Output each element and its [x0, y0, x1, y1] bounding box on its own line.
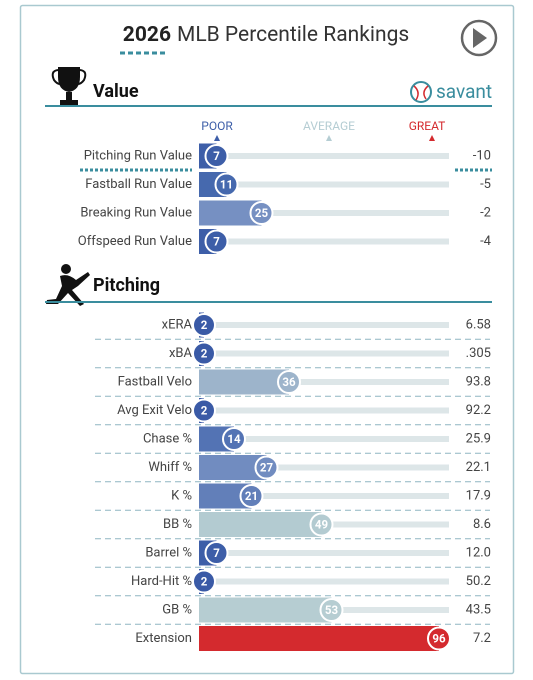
percentile-label: 2: [201, 575, 208, 589]
scale-arrow: [326, 135, 332, 141]
percentile-dot: [204, 229, 229, 254]
stat-value: -5: [480, 177, 491, 192]
trophy-icon: [51, 67, 87, 106]
percentile-dot: [309, 512, 334, 537]
scale-label: GREAT: [409, 119, 446, 133]
row-label: Barrel %: [145, 545, 192, 560]
percentile-dot: [204, 541, 229, 565]
row-label: xBA: [169, 346, 193, 361]
row-label: xERA: [162, 317, 193, 332]
row-label: Avg Exit Velo: [117, 403, 192, 418]
row-label: Chase %: [143, 431, 192, 446]
percentile-label: 53: [325, 603, 339, 617]
stat-value: 7.2: [473, 631, 491, 646]
scale-arrow: [429, 135, 435, 141]
percentile-dot: [222, 427, 246, 451]
stat-value: -2: [480, 205, 491, 220]
row-label: Breaking Run Value: [80, 205, 192, 220]
brand-name: savant: [436, 80, 492, 103]
stat-value: 6.58: [466, 317, 491, 332]
percentile-label: 2: [201, 347, 208, 361]
percentile-dot: [254, 455, 279, 480]
page-title: 2026 MLB Percentile Rankings: [123, 23, 409, 47]
scale-label: POOR: [201, 119, 233, 133]
percentile-dot: [277, 370, 301, 394]
percentile-dot: [192, 398, 216, 423]
percentile-label: 25: [255, 206, 269, 220]
row-label: BB %: [163, 517, 192, 532]
percentile-dot: [192, 569, 216, 594]
row-label: Fastball Run Value: [85, 177, 192, 192]
percentile-dot: [214, 172, 239, 197]
stat-value: 93.8: [466, 374, 491, 389]
percentile-label: 96: [432, 632, 446, 646]
bar: [199, 597, 332, 623]
bar: [199, 512, 322, 537]
percentile-dot: [319, 598, 344, 622]
stat-value: 25.9: [466, 431, 491, 446]
percentile-dot: [204, 144, 229, 168]
percentile-label: 7: [213, 546, 220, 560]
stat-value: 92.2: [466, 403, 491, 418]
stat-value: 12.0: [466, 545, 491, 560]
stat-value: 17.9: [466, 488, 491, 503]
play-button[interactable]: [460, 19, 498, 57]
percentile-label: 7: [213, 149, 220, 163]
stat-value: 8.6: [473, 517, 491, 532]
stat-value: .305: [466, 346, 491, 361]
percentile-label: 7: [213, 235, 220, 249]
row-label: Whiff %: [148, 460, 192, 475]
scale-label: AVERAGE: [303, 119, 355, 133]
section-title: Value: [93, 81, 139, 102]
title-text: MLB Percentile Rankings: [177, 23, 409, 47]
row-label: Hard-Hit %: [131, 574, 192, 589]
percentile-dot: [192, 313, 216, 337]
row-label: Pitching Run Value: [84, 148, 192, 163]
percentile-label: 27: [260, 461, 274, 475]
stat-value: 22.1: [466, 460, 491, 475]
percentile-label: 21: [245, 489, 258, 503]
percentile-label: 11: [220, 178, 233, 192]
row-label: Offspeed Run Value: [78, 234, 192, 249]
savant-logo: [410, 81, 432, 103]
section-title: Pitching: [93, 275, 160, 296]
percentile-label: 14: [227, 432, 241, 446]
scale-arrow: [214, 135, 220, 141]
percentile-label: 2: [201, 318, 208, 332]
bar: [199, 369, 289, 395]
percentile-dot: [239, 484, 264, 508]
pitcher-icon: [46, 264, 90, 306]
percentile-dot: [249, 201, 274, 225]
row-label: Fastball Velo: [118, 374, 192, 389]
percentile-label: 36: [282, 375, 296, 389]
bar: [199, 626, 439, 651]
row-label: Extension: [135, 631, 192, 646]
stat-value: -10: [473, 148, 491, 163]
row-label: GB %: [162, 602, 192, 617]
stat-value: -4: [480, 234, 492, 249]
stat-value: 50.2: [466, 574, 491, 589]
percentile-dot: [192, 341, 216, 366]
percentile-label: 2: [201, 404, 208, 418]
title-year: 2026: [123, 23, 171, 47]
percentile-label: 49: [315, 518, 329, 532]
stat-value: 43.5: [466, 602, 491, 617]
percentile-dot: [427, 626, 451, 651]
row-label: K %: [171, 488, 192, 503]
